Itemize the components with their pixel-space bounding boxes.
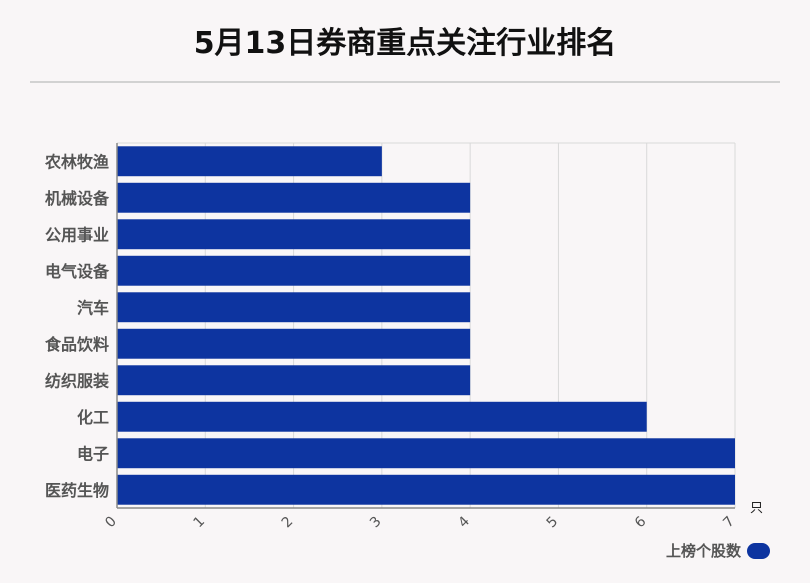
- x-tick-label: 2: [279, 514, 297, 532]
- tick-labels: 0 1 2 3 4 5 6 7: [102, 513, 738, 531]
- bar[interactable]: [117, 474, 735, 505]
- legend-label: 上榜个股数: [665, 542, 741, 560]
- legend-swatch: [747, 542, 770, 559]
- category-label: 机械设备: [45, 189, 110, 208]
- category-label: 纺织服装: [45, 371, 109, 390]
- bar[interactable]: [117, 146, 382, 177]
- category-label: 化工: [77, 408, 109, 427]
- bar[interactable]: [117, 328, 471, 359]
- x-tick-label: 1: [190, 514, 208, 532]
- category-label: 电气设备: [45, 262, 110, 281]
- bar[interactable]: [117, 219, 471, 250]
- bar[interactable]: [117, 438, 735, 469]
- bar[interactable]: [117, 365, 471, 396]
- x-tick-label: 4: [455, 513, 473, 531]
- category-label: 农林牧渔: [44, 152, 109, 171]
- x-tick-label: 7: [720, 514, 738, 532]
- x-tick-label: 6: [632, 513, 650, 531]
- bar[interactable]: [117, 292, 471, 323]
- category-label: 电子: [77, 444, 109, 463]
- x-tick-label: 5: [544, 514, 562, 532]
- category-label: 公用事业: [45, 225, 109, 244]
- axes: [116, 143, 735, 509]
- x-tick-label: 3: [367, 514, 385, 532]
- category-label: 汽车: [77, 298, 109, 317]
- x-tick-label: 0: [102, 514, 120, 532]
- bar[interactable]: [117, 255, 471, 286]
- bar[interactable]: [117, 182, 471, 213]
- category-label: 医药生物: [45, 481, 109, 500]
- x-unit-label: 只: [750, 501, 763, 516]
- legend[interactable]: 上榜个股数: [666, 540, 770, 561]
- bars: [117, 146, 735, 505]
- bar[interactable]: [117, 401, 647, 432]
- chart-title: 5月13日券商重点关注行业排名: [193, 26, 617, 61]
- title-divider: [30, 81, 780, 83]
- category-label: 食品饮料: [44, 335, 109, 354]
